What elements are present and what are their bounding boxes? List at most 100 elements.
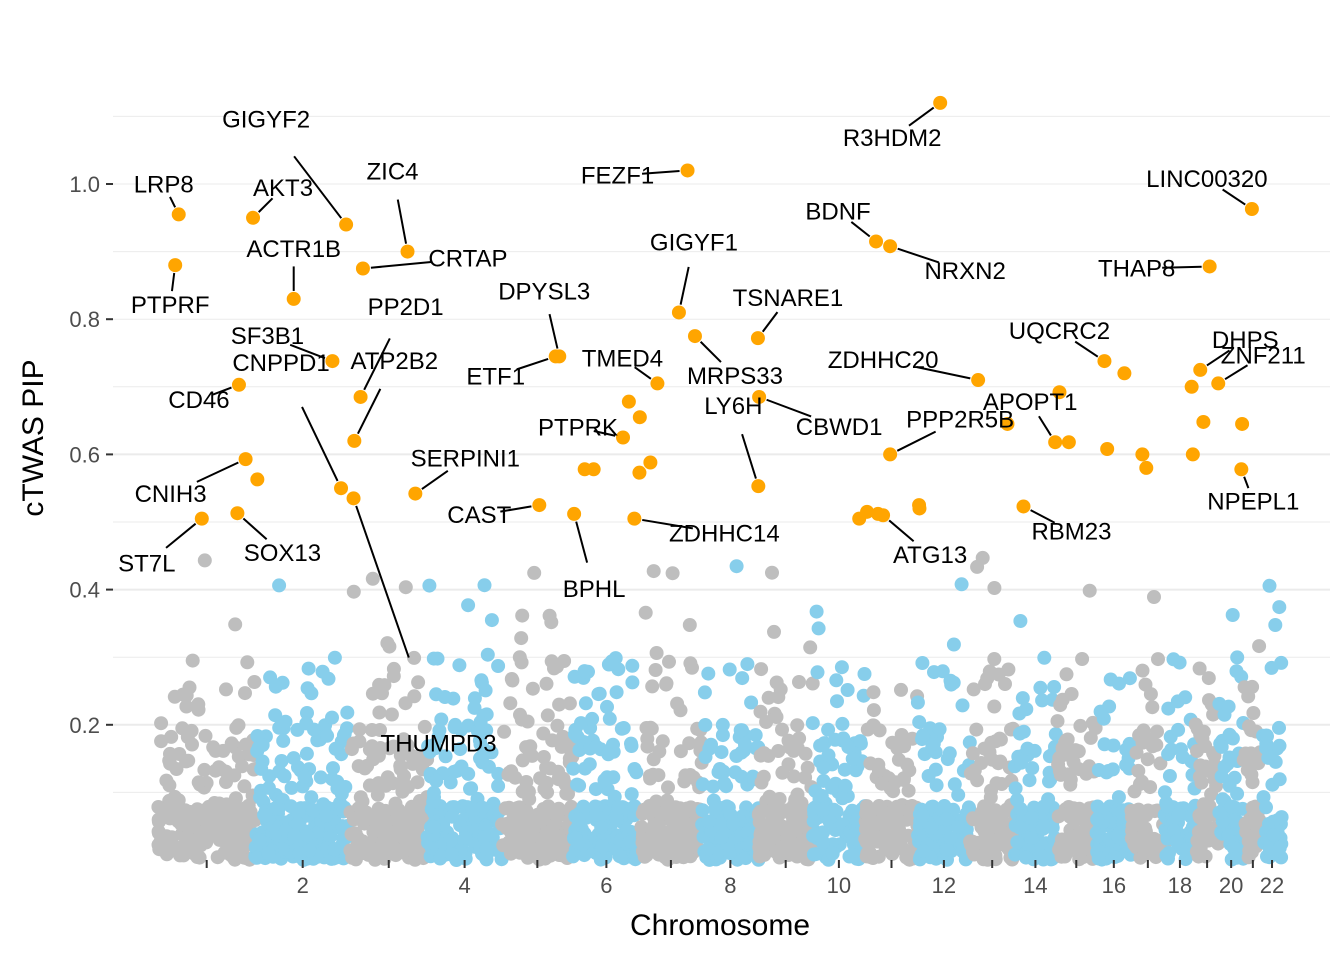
- gene-point: [915, 656, 930, 670]
- gene-point: [870, 815, 885, 830]
- gene-point: [753, 845, 768, 860]
- gene-point: [771, 744, 786, 758]
- highlighted-gene-point: [246, 210, 261, 225]
- gene-point: [407, 828, 422, 843]
- gene-point: [604, 654, 619, 669]
- gene-label: CAST: [447, 502, 511, 529]
- gene-point: [682, 618, 697, 632]
- gene-point: [1193, 758, 1208, 773]
- gene-point: [545, 822, 560, 836]
- highlighted-gene-point: [347, 433, 362, 448]
- gene-point: [1160, 799, 1175, 814]
- y-tick-label: 0.2: [69, 713, 100, 738]
- gene-point: [891, 752, 906, 767]
- gene-point: [557, 654, 572, 668]
- gene-point: [340, 721, 354, 736]
- gene-label: LINC00320: [1146, 166, 1267, 193]
- gene-point: [551, 772, 566, 787]
- gene-point: [300, 681, 315, 696]
- gene-point: [198, 728, 213, 743]
- gene-point: [1139, 808, 1154, 823]
- gene-label: CNPPD1: [232, 350, 329, 377]
- gene-point: [1226, 813, 1241, 828]
- highlighted-gene-point: [621, 394, 636, 409]
- gene-point: [561, 786, 575, 801]
- gene-point: [299, 828, 314, 843]
- gene-point: [1016, 724, 1031, 739]
- highlighted-gene-point: [671, 305, 686, 320]
- gene-point: [609, 812, 624, 827]
- gene-point: [649, 646, 664, 660]
- gene-point: [182, 832, 197, 846]
- gene-point: [1066, 755, 1081, 770]
- gene-point: [1053, 698, 1068, 713]
- x-tick-label: 18: [1168, 873, 1192, 898]
- label-leader-line: [257, 197, 274, 213]
- gene-point: [695, 803, 710, 818]
- gene-point: [612, 849, 627, 863]
- gene-point: [639, 721, 654, 735]
- gene-point: [426, 785, 441, 800]
- highlighted-gene-point: [933, 95, 948, 110]
- gene-point: [975, 550, 990, 565]
- label-leader-line: [355, 505, 410, 658]
- gene-point: [393, 758, 408, 773]
- gene-point: [935, 664, 950, 679]
- highlighted-gene-point: [1052, 385, 1067, 400]
- gene-point: [662, 654, 676, 669]
- gene-label: ZNF211: [1221, 342, 1306, 369]
- gene-point: [987, 652, 1002, 666]
- gene-point: [786, 812, 801, 827]
- gene-point: [292, 846, 307, 861]
- gene-label: ZDHHC20: [828, 347, 939, 374]
- y-axis-title: cTWAS PIP: [17, 359, 50, 516]
- gene-point: [1204, 787, 1219, 802]
- gene-point: [1037, 650, 1052, 665]
- gene-label: BPHL: [563, 576, 626, 603]
- gene-point: [602, 711, 617, 726]
- gene-point: [536, 802, 551, 816]
- gene-point: [665, 566, 680, 581]
- highlighted-gene-point: [230, 506, 245, 521]
- label-leader-line: [1162, 265, 1202, 269]
- gene-point: [570, 777, 585, 792]
- gene-point: [283, 799, 298, 814]
- gene-point: [434, 712, 449, 727]
- label-leader-line: [421, 470, 449, 490]
- gene-label: LRP8: [134, 171, 194, 198]
- y-tick-label: 1.0: [69, 172, 100, 197]
- gene-point: [1241, 689, 1256, 704]
- gene-point: [365, 739, 380, 754]
- gene-point: [884, 843, 899, 858]
- gene-point: [412, 794, 427, 808]
- gene-label: PTPRF: [131, 292, 210, 319]
- gene-point: [1214, 739, 1229, 754]
- gene-point: [536, 726, 551, 741]
- gene-point: [552, 697, 567, 712]
- gene-point: [772, 817, 787, 832]
- gene-point: [796, 835, 811, 850]
- gene-point: [1052, 764, 1067, 778]
- gene-point: [154, 716, 169, 731]
- gene-label: ATG13: [893, 542, 967, 569]
- gene-point: [1191, 824, 1206, 839]
- gene-point: [1033, 848, 1048, 863]
- gene-point: [213, 826, 227, 841]
- gene-point: [867, 718, 881, 733]
- gene-point: [226, 800, 241, 815]
- gene-label: CD46: [168, 387, 229, 414]
- x-tick-label: 4: [458, 873, 470, 898]
- gene-point: [1198, 739, 1213, 753]
- label-leader-line: [1074, 340, 1099, 358]
- gene-point: [421, 739, 436, 754]
- highlighted-gene-point: [194, 511, 209, 526]
- gene-point: [946, 637, 961, 652]
- highlighted-gene-point: [250, 472, 265, 487]
- gene-point: [185, 807, 200, 822]
- gene-point: [701, 666, 716, 681]
- gene-point: [536, 750, 551, 764]
- highlighted-gene-point: [687, 329, 702, 344]
- gene-point: [547, 661, 561, 676]
- gene-point: [1048, 727, 1063, 742]
